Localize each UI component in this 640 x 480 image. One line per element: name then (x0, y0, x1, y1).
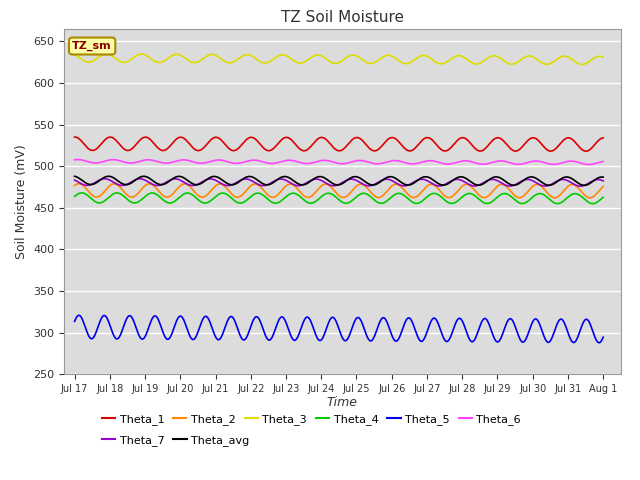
Theta_3 (163, 57, 170, 62)
Theta_avg (580, 182, 588, 188)
Theta_3 (71, 52, 79, 58)
Line: Theta_2: Theta_2 (75, 184, 603, 198)
Theta_5 (75, 312, 83, 318)
Theta_avg (599, 174, 607, 180)
Theta_4 (71, 193, 79, 199)
Theta_7 (589, 178, 597, 183)
Line: Theta_avg: Theta_avg (75, 176, 603, 185)
Line: Theta_3: Theta_3 (75, 54, 603, 64)
Theta_7 (131, 177, 139, 183)
Theta_1 (274, 141, 282, 147)
Legend: Theta_7, Theta_avg: Theta_7, Theta_avg (97, 430, 253, 450)
Theta_5 (296, 327, 304, 333)
Theta_2 (589, 194, 597, 200)
Line: Theta_4: Theta_4 (75, 193, 603, 204)
Theta_4 (163, 199, 170, 205)
Line: Theta_5: Theta_5 (75, 315, 603, 343)
Theta_7 (274, 177, 282, 182)
Theta_5 (532, 316, 540, 322)
Theta_4 (274, 200, 282, 206)
Theta_7 (100, 176, 108, 181)
Theta_3 (102, 51, 110, 57)
Theta_5 (131, 322, 139, 327)
Theta_4 (78, 190, 86, 196)
Theta_3 (599, 54, 607, 60)
Theta_4 (589, 201, 597, 206)
Theta_2 (532, 181, 540, 187)
Theta_1 (163, 146, 170, 152)
Theta_1 (532, 136, 540, 142)
Theta_5 (163, 336, 170, 342)
Theta_avg (131, 178, 139, 183)
Theta_3 (296, 60, 304, 66)
Theta_6 (585, 162, 593, 168)
Theta_6 (74, 156, 81, 162)
Theta_5 (595, 340, 603, 346)
Theta_1 (296, 146, 304, 152)
Theta_avg (71, 173, 79, 179)
Theta_3 (274, 53, 282, 59)
Theta_7 (599, 178, 607, 184)
Theta_5 (71, 318, 79, 324)
Theta_4 (589, 201, 596, 206)
X-axis label: Time: Time (327, 396, 358, 408)
Theta_1 (71, 134, 79, 140)
Theta_6 (131, 160, 139, 166)
Line: Theta_6: Theta_6 (75, 159, 603, 165)
Theta_6 (589, 161, 597, 167)
Theta_7 (71, 177, 79, 183)
Theta_6 (163, 160, 170, 166)
Theta_2 (586, 195, 594, 201)
Theta_7 (577, 183, 584, 189)
Theta_6 (532, 158, 540, 164)
Theta_2 (599, 183, 607, 189)
Theta_2 (274, 192, 282, 198)
Theta_6 (599, 158, 607, 164)
Title: TZ Soil Moisture: TZ Soil Moisture (281, 10, 404, 25)
Theta_3 (532, 56, 540, 61)
Theta_7 (532, 180, 540, 185)
Theta_1 (582, 148, 589, 154)
Theta_1 (599, 135, 607, 141)
Theta_5 (599, 334, 607, 340)
Theta_2 (75, 181, 83, 187)
Theta_6 (274, 160, 282, 166)
Theta_avg (532, 175, 540, 181)
Theta_5 (274, 320, 282, 326)
Theta_1 (131, 143, 139, 149)
Line: Theta_7: Theta_7 (75, 179, 603, 186)
Text: TZ_sm: TZ_sm (72, 41, 112, 51)
Theta_2 (131, 193, 139, 199)
Theta_avg (105, 173, 113, 179)
Theta_2 (71, 183, 79, 189)
Line: Theta_1: Theta_1 (75, 137, 603, 151)
Theta_7 (296, 182, 304, 188)
Theta_4 (532, 192, 540, 198)
Theta_5 (589, 329, 596, 335)
Theta_4 (599, 194, 607, 200)
Theta_1 (589, 144, 597, 149)
Theta_3 (589, 56, 597, 61)
Theta_2 (296, 189, 304, 195)
Theta_3 (578, 61, 586, 67)
Theta_3 (131, 54, 139, 60)
Theta_6 (296, 160, 304, 166)
Theta_4 (131, 200, 139, 206)
Theta_avg (296, 182, 304, 188)
Theta_4 (296, 194, 304, 200)
Theta_avg (589, 178, 597, 184)
Y-axis label: Soil Moisture (mV): Soil Moisture (mV) (15, 144, 28, 259)
Theta_7 (163, 179, 170, 185)
Theta_avg (163, 180, 170, 186)
Theta_avg (274, 177, 282, 182)
Theta_6 (71, 157, 79, 163)
Theta_1 (71, 134, 79, 140)
Theta_2 (163, 194, 170, 200)
